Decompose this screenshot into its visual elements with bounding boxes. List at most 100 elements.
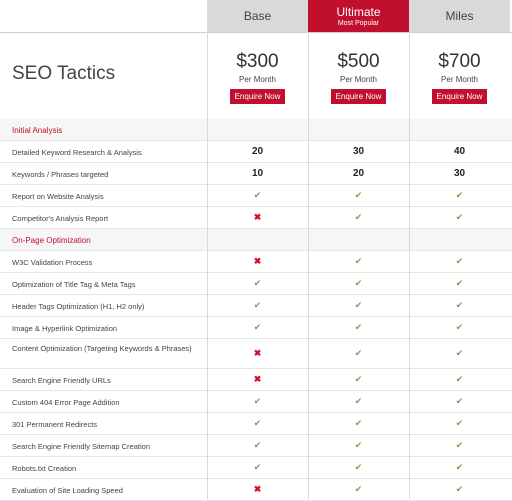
check-icon: ✔	[354, 256, 363, 266]
check-icon: ✔	[455, 484, 464, 494]
feature-label: Robots.txt Creation	[12, 464, 77, 473]
feature-label: Search Engine Friendly URLs	[12, 376, 111, 385]
check-icon: ✔	[354, 212, 363, 222]
feature-label: 301 Permanent Redirects	[12, 420, 98, 429]
check-icon: ✔	[253, 440, 262, 450]
value-cell: 20	[207, 141, 308, 162]
feature-label: Report on Website Analysis	[12, 192, 104, 201]
per-month-base: Per Month	[239, 75, 276, 84]
check-icon: ✔	[455, 440, 464, 450]
value-cell: 20	[308, 163, 409, 184]
feature-value: 30	[453, 168, 466, 179]
section-header: Initial Analysis	[0, 119, 512, 141]
value-cell: 10	[207, 163, 308, 184]
feature-row: Custom 404 Error Page Addition ✔ ✔ ✔	[0, 391, 512, 413]
check-icon: ✔	[253, 300, 262, 310]
check-icon: ✔	[253, 190, 262, 200]
feature-row: 301 Permanent Redirects ✔ ✔ ✔	[0, 413, 512, 435]
plan-header-base: Base	[207, 0, 308, 32]
feature-label: Header Tags Optimization (H1, H2 only)	[12, 302, 145, 311]
feature-value: 20	[352, 168, 365, 179]
check-icon: ✔	[253, 396, 262, 406]
price-cell-ultimate: $500 Per Month Enquire Now	[308, 33, 409, 119]
price-cell-base: $300 Per Month Enquire Now	[207, 33, 308, 119]
feature-row: Keywords / Phrases targeted 10 20 30	[0, 163, 512, 185]
price-ultimate: $500	[337, 51, 380, 72]
feature-label: Search Engine Friendly Sitemap Creation	[12, 442, 150, 451]
enquire-button-miles[interactable]: Enquire Now	[431, 89, 488, 104]
cross-icon: ✖	[253, 256, 262, 266]
feature-label: Image & Hyperlink Optimization	[12, 324, 118, 333]
check-icon: ✔	[354, 278, 363, 288]
feature-label: Content Optimization (Targeting Keywords…	[12, 344, 192, 353]
check-icon: ✔	[455, 212, 464, 222]
feature-value: 10	[251, 168, 264, 179]
feature-row: Search Engine Friendly Sitemap Creation ✔…	[0, 435, 512, 457]
cross-icon: ✖	[253, 212, 262, 222]
check-icon: ✔	[253, 462, 262, 472]
price-miles: $700	[438, 51, 481, 72]
feature-value: 40	[453, 146, 466, 157]
plan-name-base: Base	[243, 9, 272, 23]
check-icon: ✔	[455, 190, 464, 200]
price-cell-miles: $700 Per Month Enquire Now	[409, 33, 510, 119]
check-icon: ✔	[354, 418, 363, 428]
cross-icon: ✖	[253, 374, 262, 384]
plan-name-ultimate: Ultimate	[336, 5, 381, 19]
check-icon: ✔	[354, 440, 363, 450]
section-title: Initial Analysis	[12, 126, 63, 135]
most-popular-badge: Most Popular	[337, 20, 380, 27]
cross-icon: ✖	[253, 348, 262, 358]
feature-label: Evaluation of Site Loading Speed	[12, 486, 123, 495]
column-divider	[308, 32, 309, 499]
value-cell: 40	[409, 141, 510, 162]
check-icon: ✔	[253, 418, 262, 428]
feature-label: Keywords / Phrases targeted	[12, 170, 109, 179]
enquire-button-ultimate[interactable]: Enquire Now	[330, 89, 387, 104]
check-icon: ✔	[354, 374, 363, 384]
price-row: SEO Tactics $300 Per Month Enquire Now $…	[0, 32, 512, 120]
feature-row: Content Optimization (Targeting Keywords…	[0, 339, 512, 369]
check-icon: ✔	[253, 278, 262, 288]
check-icon: ✔	[354, 190, 363, 200]
feature-row: Competitor's Analysis Report ✖ ✔ ✔	[0, 207, 512, 229]
check-icon: ✔	[455, 462, 464, 472]
column-divider	[409, 32, 410, 499]
feature-label: Detailed Keyword Research & Analysis	[12, 148, 142, 157]
feature-row: Search Engine Friendly URLs ✖ ✔ ✔	[0, 369, 512, 391]
feature-row: Robots.txt Creation ✔ ✔ ✔	[0, 457, 512, 479]
section-title: On-Page Optimization	[12, 236, 91, 245]
feature-row: Report on Website Analysis ✔ ✔ ✔	[0, 185, 512, 207]
plan-header-miles: Miles	[409, 0, 510, 32]
check-icon: ✔	[455, 322, 464, 332]
check-icon: ✔	[455, 278, 464, 288]
column-divider	[207, 32, 208, 499]
check-icon: ✔	[455, 348, 464, 358]
enquire-button-base[interactable]: Enquire Now	[229, 89, 286, 104]
price-base: $300	[236, 51, 279, 72]
per-month-ultimate: Per Month	[340, 75, 377, 84]
page-title: SEO Tactics	[12, 63, 116, 84]
check-icon: ✔	[354, 322, 363, 332]
feature-row: Image & Hyperlink Optimization ✔ ✔ ✔	[0, 317, 512, 339]
feature-label: Optimization of Title Tag & Meta Tags	[12, 280, 136, 289]
check-icon: ✔	[455, 418, 464, 428]
plan-name-miles: Miles	[445, 9, 474, 23]
feature-row: Optimization of Title Tag & Meta Tags ✔ ✔ ✔	[0, 273, 512, 295]
section-header: On-Page Optimization	[0, 229, 512, 251]
feature-label: W3C Validation Process	[12, 258, 93, 267]
feature-label: Competitor's Analysis Report	[12, 214, 109, 223]
check-icon: ✔	[354, 462, 363, 472]
feature-row: W3C Validation Process ✖ ✔ ✔	[0, 251, 512, 273]
check-icon: ✔	[354, 396, 363, 406]
per-month-miles: Per Month	[441, 75, 478, 84]
check-icon: ✔	[354, 300, 363, 310]
check-icon: ✔	[455, 300, 464, 310]
cross-icon: ✖	[253, 484, 262, 494]
feature-value: 30	[352, 146, 365, 157]
feature-value: 20	[251, 146, 264, 157]
value-cell: 30	[409, 163, 510, 184]
feature-label: Custom 404 Error Page Addition	[12, 398, 120, 407]
feature-row: Header Tags Optimization (H1, H2 only) ✔ ✔…	[0, 295, 512, 317]
